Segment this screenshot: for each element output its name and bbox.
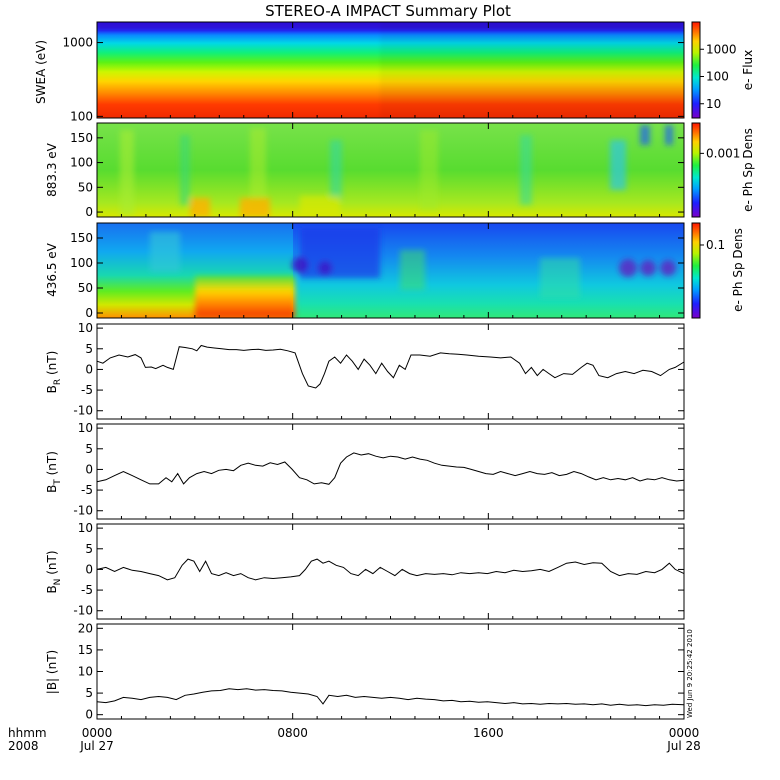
bmag-y-axis: 0 5 10 15 20: [78, 621, 684, 722]
pad436-texture: [150, 228, 676, 318]
pad883-ylabel: 883.3 eV: [45, 142, 59, 197]
bn-ytick-label: 5: [85, 542, 93, 556]
bmag-panel: 0 5 10 15 20 |B| (nT) Wed Jun 9 20:25:42 201…: [45, 621, 694, 721]
colorbar-swea-label: e- Flux: [741, 50, 755, 90]
time-tick-label: 1600: [473, 726, 504, 740]
br-ytick-label: 0: [85, 362, 93, 376]
bn-ylabel: BN (nT): [45, 550, 63, 593]
time-axis-row2-label: 2008: [8, 739, 39, 753]
colorbar-swea: 10 100 1000 e- Flux: [691, 21, 755, 119]
colorbar-pad883-label: e- Ph Sp Dens: [741, 128, 755, 212]
bt-ytick-label: 10: [78, 421, 93, 435]
pad883-ytick-label: 150: [70, 131, 93, 145]
pad436-panel: 0 50 100 150 436.5 eV: [45, 222, 685, 320]
br-y-axis: -10 -5 0 5 10: [73, 321, 684, 418]
br-ylabel: BR (nT): [45, 351, 63, 394]
pad436-ylabel: 436.5 eV: [45, 242, 59, 297]
bt-ytick-label: -5: [81, 483, 93, 497]
colorbar-pad436-tick-label: 0.1: [706, 238, 725, 252]
bt-ytick-label: 5: [85, 442, 93, 456]
bn-ytick-label: 0: [85, 562, 93, 576]
pad883-texture: [120, 125, 673, 217]
bt-ytick-label: -10: [73, 504, 93, 518]
pad883-panel: 0 50 100 150 883.3 eV: [45, 122, 685, 219]
br-panel: -10 -5 0 5 10 BR (nT): [45, 321, 685, 420]
swea-y-axis: 100 1000: [62, 36, 684, 123]
colorbar-swea-tick-label: 10: [706, 97, 721, 111]
br-ytick-label: 5: [85, 342, 93, 356]
pad436-ytick-label: 50: [78, 281, 93, 295]
bn-ytick-label: -5: [81, 583, 93, 597]
colorbar-pad436-label: e- Ph Sp Dens: [731, 228, 745, 312]
pad436-y-axis: 0 50 100 150: [70, 231, 684, 320]
swea-ytick-label: 100: [70, 109, 93, 123]
time-axis-row1-label: hhmm: [8, 726, 47, 740]
bt-panel: -10 -5 0 5 10 BT (nT): [45, 421, 685, 520]
pad883-y-axis: 0 50 100 150: [70, 131, 684, 219]
br-series-line: [96, 344, 685, 389]
time-tick-date-label: Jul 27: [79, 739, 114, 753]
bmag-ytick-label: 5: [85, 686, 93, 700]
pad436-ytick-label: 150: [70, 231, 93, 245]
pad436-ytick-label: 0: [85, 306, 93, 320]
bn-ytick-label: 10: [78, 521, 93, 535]
colorbar-swea-tick-label: 100: [706, 70, 729, 84]
time-tick-label: 0000: [669, 726, 700, 740]
swea-texture: [97, 22, 684, 118]
bmag-ytick-label: 0: [85, 708, 93, 722]
pad883-ytick-label: 100: [70, 156, 93, 170]
pad883-ytick-label: 50: [78, 180, 93, 194]
bmag-ylabel: |B| (nT): [45, 650, 59, 694]
time-tick-date-label: Jul 28: [666, 739, 701, 753]
colorbar-pad883-tick-label: 0.001: [706, 146, 740, 160]
bmag-ytick-label: 10: [78, 665, 93, 679]
swea-ylabel: SWEA (eV): [34, 40, 48, 104]
bn-series-line: [96, 558, 685, 581]
bmag-ytick-label: 20: [78, 621, 93, 635]
swea-ytick-label: 1000: [62, 36, 93, 50]
bt-y-axis: -10 -5 0 5 10: [73, 421, 684, 518]
bt-ytick-label: 0: [85, 462, 93, 476]
bmag-ytick-label: 15: [78, 643, 93, 657]
br-ytick-label: -5: [81, 383, 93, 397]
bn-y-axis: -10 -5 0 5 10: [73, 521, 684, 618]
time-tick-label: 0000: [82, 726, 113, 740]
bn-panel: -10 -5 0 5 10 BN (nT): [45, 521, 685, 620]
bn-ytick-label: -10: [73, 604, 93, 618]
pad883-ytick-label: 0: [85, 205, 93, 219]
colorbar-pad436: 0.1 e- Ph Sp Dens: [691, 222, 745, 319]
creation-timestamp: Wed Jun 9 20:25:42 2010: [686, 629, 694, 718]
br-ytick-label: 10: [78, 321, 93, 335]
plot-title: STEREO-A IMPACT Summary Plot: [265, 2, 511, 20]
bt-ylabel: BT (nT): [45, 451, 63, 493]
swea-panel: 100 1000 SWEA (eV): [34, 21, 685, 123]
bt-series-line: [96, 452, 685, 485]
pad436-ytick-label: 100: [70, 256, 93, 270]
br-ytick-label: -10: [73, 404, 93, 418]
colorbar-pad883: 0.001 e- Ph Sp Dens: [691, 122, 755, 218]
colorbar-swea-tick-label: 1000: [706, 42, 737, 56]
bmag-series-line: [96, 688, 685, 707]
time-tick-label: 0800: [277, 726, 308, 740]
